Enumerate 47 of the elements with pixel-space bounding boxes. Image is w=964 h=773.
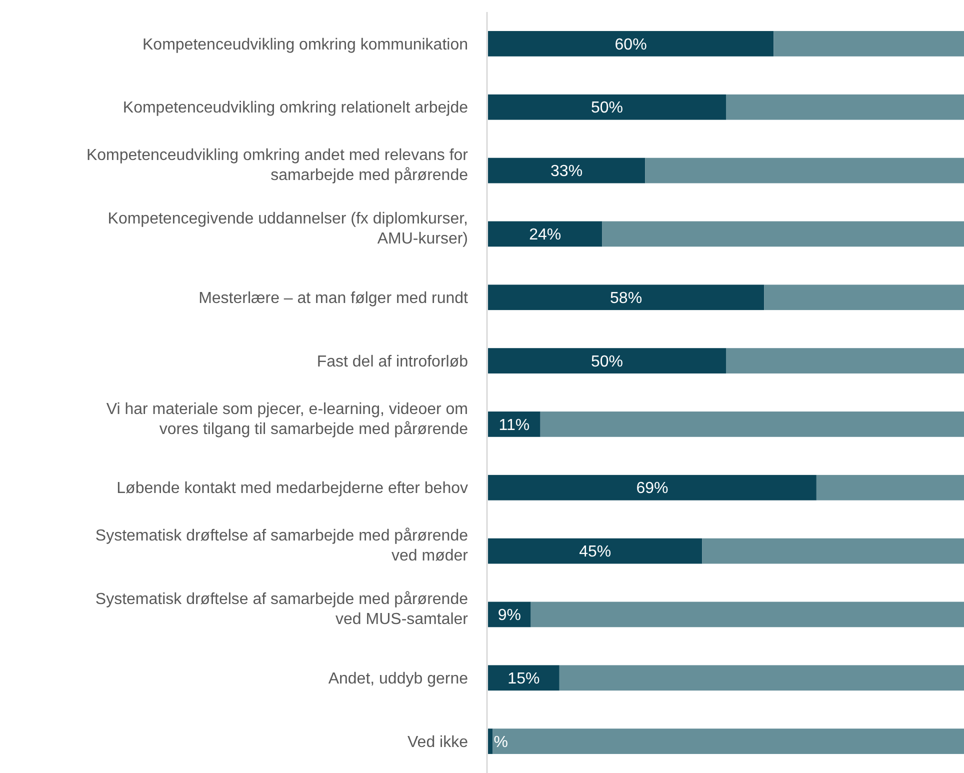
data-label: 11%	[498, 416, 530, 434]
bar	[488, 728, 493, 754]
bar	[488, 412, 540, 437]
y-tick-label: Vi har materiale som pjecer, e-learning, videoer om vores tilgang til samarbejde med pårørende	[106, 400, 468, 438]
y-tick-label: Kompetenceudvikling omkring andet med relevans for samarbejde med pårørende	[86, 147, 469, 184]
data-label: 24%	[529, 226, 562, 244]
bar	[764, 284, 964, 310]
bar	[702, 538, 964, 564]
y-tick-label: Systematisk drøftelse af samarbejde med pårørende ved møder	[95, 528, 469, 565]
data-label: 69%	[636, 480, 668, 498]
bar	[774, 31, 964, 56]
data-label: 9%	[498, 607, 521, 624]
bar	[816, 474, 964, 500]
y-tick-label: Fast del af introforløb	[316, 353, 468, 370]
data-label: 45%	[579, 544, 612, 561]
y-tick-label: Systematisk drøftelse af samarbejde med pårørende ved MUS-samtaler	[95, 591, 469, 628]
data-label: 50%	[590, 100, 624, 117]
y-tick-label: Mesterlære – at man følger med rundt	[198, 290, 469, 307]
y-tick-label: Løbende kontakt med medarbejderne efter behov	[116, 480, 468, 498]
y-tick-label: Kompetencegivende uddannelser (fx diplomkurser, AMU-kurser)	[108, 210, 468, 248]
bar	[530, 602, 964, 628]
bar	[488, 348, 726, 374]
bar	[488, 158, 646, 184]
data-label: 50%	[590, 353, 624, 370]
data-label: 33%	[550, 163, 583, 180]
bar	[488, 665, 560, 691]
bar	[488, 538, 702, 564]
bar	[488, 284, 764, 310]
y-tick-label: Kompetenceudvikling omkring kommunikation	[142, 36, 468, 54]
data-label: 60%	[614, 36, 647, 54]
bar	[492, 728, 964, 754]
bar	[488, 94, 726, 120]
data-label: %	[494, 734, 508, 751]
bar	[488, 31, 774, 56]
bar	[488, 474, 816, 500]
bar	[488, 221, 602, 247]
data-label: 58%	[610, 290, 642, 307]
data-label: 15%	[508, 670, 540, 688]
bar	[645, 158, 964, 184]
y-tick-label: Kompetenceudvikling omkring relationelt arbejde	[122, 100, 468, 117]
bar	[726, 94, 964, 120]
bar	[540, 412, 964, 437]
y-tick-label: Andet, uddyb gerne	[328, 670, 468, 688]
bar	[726, 348, 964, 374]
bar	[559, 665, 964, 691]
bar	[602, 221, 964, 247]
y-tick-label: Ved ikke	[408, 734, 468, 751]
